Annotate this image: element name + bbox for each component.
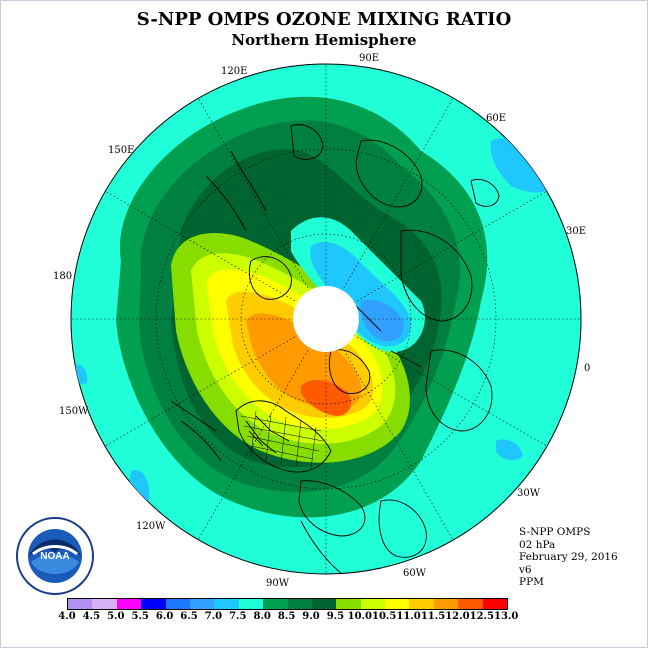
colorbar-tick-label: 6.0 (155, 611, 174, 622)
lon-label-120w: 120W (136, 521, 166, 532)
info-date: February 29, 2016 (519, 551, 618, 563)
lon-label-150w: 150W (59, 406, 89, 417)
colorbar-swatch (68, 599, 93, 609)
colorbar-swatch (409, 599, 434, 609)
lon-label-0: 0 (584, 363, 590, 374)
lon-label-150e: 150E (108, 145, 134, 156)
colorbar-tick-label: 7.5 (229, 611, 247, 622)
info-product: S-NPP OMPS (519, 526, 591, 538)
colorbar-swatch (360, 599, 386, 609)
colorbar-swatch (238, 599, 264, 609)
colorbar-tick-label: 8.0 (253, 611, 271, 622)
colorbar-swatch (336, 599, 361, 609)
info-block: S-NPP OMPS 02 hPa February 29, 2016 v6 P… (519, 526, 618, 589)
colorbar-tick-label: 12.5 (469, 611, 494, 622)
colorbar-tick-label: 4.0 (58, 611, 76, 622)
lon-label-60w: 60W (403, 568, 427, 579)
info-units: PPM (519, 576, 544, 588)
longitude-labels: 90E 60E 30E 0 30W 60W 90W 120W 150W 180 … (53, 53, 590, 589)
colorbar-swatch (311, 599, 337, 609)
colorbar-swatch (458, 599, 483, 609)
colorbar-tick-label: 13.0 (494, 611, 519, 622)
info-version: v6 (519, 563, 532, 576)
colorbar-tick-label: 10.5 (372, 611, 397, 622)
coastlines (170, 124, 500, 574)
colorbar-tick-label: 12.0 (445, 611, 470, 622)
colorbar-tick-label: 5.5 (131, 611, 149, 622)
colorbar-swatch (287, 599, 312, 609)
colorbar-swatch (433, 599, 459, 609)
page-subtitle: Northern Hemisphere (231, 31, 417, 49)
colorbar-swatch (141, 599, 166, 609)
colorbar-tick-label: 9.5 (326, 611, 345, 622)
lon-label-60e: 60E (486, 113, 506, 124)
lon-label-120e: 120E (221, 66, 247, 77)
colorbar-tick-label: 5.0 (107, 611, 125, 622)
colorbar-tick-label: 4.5 (82, 611, 101, 622)
colorbar-swatch (482, 599, 508, 609)
lon-label-30w: 30W (517, 488, 541, 499)
ozone-contours (71, 64, 581, 574)
graticule (71, 64, 581, 574)
lon-label-90e: 90E (359, 53, 379, 64)
low-region-6-0 (360, 299, 404, 342)
lon-label-30e: 30E (566, 226, 586, 237)
page-title: S-NPP OMPS OZONE MIXING RATIO (136, 9, 512, 30)
lon-label-90w: 90W (266, 578, 290, 589)
lon-label-180: 180 (53, 271, 72, 282)
colorbar-swatch (189, 599, 215, 609)
edge-patch-30w (496, 439, 523, 461)
colorbar (67, 598, 509, 610)
pole-mask (293, 286, 359, 352)
colorbar-tick-label: 6.5 (180, 611, 198, 622)
colorbar-tick-label: 11.0 (396, 611, 421, 622)
colorbar-ticks: 4.0 4.5 5.0 5.5 6.0 6.5 7.0 7.5 8.0 8.5 9.0 9.5 10.0… (1, 611, 647, 625)
colorbar-tick-label: 7.0 (204, 611, 223, 622)
state-boundaries (240, 410, 324, 470)
colorbar-swatch (385, 599, 410, 609)
colorbar-swatch (263, 599, 288, 609)
colorbar-swatch (116, 599, 142, 609)
noaa-logo-icon: NOAA (16, 517, 94, 595)
colorbar-tick-label: 11.5 (420, 611, 446, 622)
colorbar-swatch (165, 599, 190, 609)
colorbar-tick-label: 10.0 (347, 611, 372, 622)
info-level: 02 hPa (519, 538, 556, 551)
colorbar-tick-label: 8.5 (277, 611, 296, 622)
colorbar-tick-label: 9.0 (302, 611, 320, 622)
noaa-logo-text: NOAA (40, 551, 69, 562)
colorbar-swatch (214, 599, 239, 609)
colorbar-swatch (92, 599, 117, 609)
